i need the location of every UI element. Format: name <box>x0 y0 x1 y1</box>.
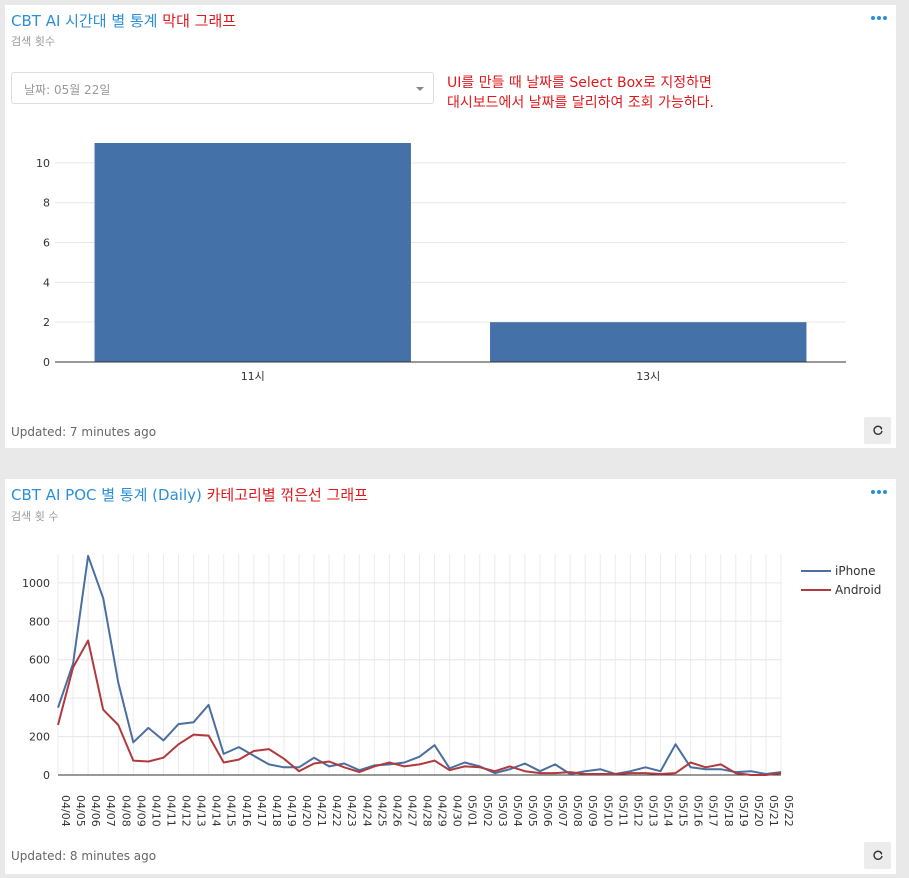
x-tick-label: 04/22 <box>330 795 343 827</box>
panel-subtitle: 검색 횟 수 <box>11 510 59 523</box>
series-line-iphone <box>57 554 782 775</box>
x-tick-label: 04/11 <box>164 795 177 827</box>
x-tick-label: 04/08 <box>119 795 132 827</box>
x-tick-label: 11시 <box>241 370 265 383</box>
more-options-icon[interactable] <box>871 490 887 494</box>
refresh-button[interactable] <box>864 417 891 444</box>
chevron-down-icon <box>416 87 424 91</box>
x-tick-label: 04/09 <box>134 795 147 827</box>
y-tick-label: 200 <box>29 731 50 744</box>
x-tick-label: 04/18 <box>270 795 283 827</box>
x-tick-label: 05/22 <box>782 795 795 827</box>
y-tick-label: 1000 <box>22 577 50 590</box>
x-tick-label: 04/20 <box>300 795 313 827</box>
x-tick-label: 05/20 <box>752 795 765 827</box>
updated-text: Updated: 7 minutes ago <box>11 425 157 439</box>
refresh-button[interactable] <box>864 842 891 869</box>
y-tick-label: 8 <box>43 197 50 210</box>
x-tick-label: 05/13 <box>646 795 659 827</box>
x-tick-label: 04/27 <box>405 795 418 827</box>
x-tick-label: 05/18 <box>722 795 735 827</box>
x-tick-label: 04/25 <box>375 795 388 827</box>
x-tick-label: 05/09 <box>586 795 599 827</box>
more-options-icon[interactable] <box>871 16 887 20</box>
panel-subtitle: 검색 횟수 <box>11 35 55 48</box>
x-tick-label: 05/08 <box>571 795 584 827</box>
x-tick-label: 04/05 <box>74 795 87 827</box>
x-tick-label: 04/23 <box>345 795 358 827</box>
daily-stats-panel: CBT AI POC 별 통계 (Daily) 카테고리별 꺾은선 그래프 검색… <box>5 479 896 874</box>
y-tick-label: 600 <box>29 654 50 667</box>
x-tick-label: 05/19 <box>737 795 750 827</box>
y-tick-label: 400 <box>29 692 50 705</box>
x-tick-label: 05/06 <box>541 795 554 827</box>
y-tick-label: 0 <box>43 356 50 369</box>
x-tick-label: 05/16 <box>692 795 705 827</box>
annotation-note: UI를 만들 때 날짜를 Select Box로 지정하면 대시보드에서 날짜를… <box>447 73 714 113</box>
refresh-icon <box>872 425 883 435</box>
x-tick-label: 04/16 <box>240 795 253 827</box>
y-tick-label: 2 <box>43 316 50 329</box>
panel-title-note: 카테고리별 꺾은선 그래프 <box>206 486 368 504</box>
x-tick-label: 04/10 <box>149 795 162 827</box>
x-tick-label: 05/01 <box>466 795 479 827</box>
x-tick-label: 05/03 <box>496 795 509 827</box>
x-tick-label: 05/12 <box>631 795 644 827</box>
y-tick-label: 4 <box>43 276 50 289</box>
x-tick-label: 04/14 <box>210 795 223 827</box>
bar <box>490 322 807 362</box>
x-tick-label: 05/17 <box>707 795 720 827</box>
x-tick-label: 05/15 <box>677 795 690 827</box>
x-tick-label: 05/05 <box>526 795 539 827</box>
date-select[interactable]: 날짜: 05월 22일 <box>11 72 434 104</box>
x-tick-label: 05/11 <box>616 795 629 827</box>
x-tick-label: 05/07 <box>556 795 569 827</box>
x-tick-label: 04/28 <box>421 795 434 827</box>
panel-title-note: 막대 그래프 <box>162 12 237 30</box>
x-tick-label: 04/30 <box>451 795 464 827</box>
x-tick-label: 04/06 <box>89 795 102 827</box>
x-tick-label: 13시 <box>636 370 660 383</box>
x-tick-label: 04/17 <box>255 795 268 827</box>
x-tick-label: 04/19 <box>285 795 298 827</box>
y-tick-label: 10 <box>36 157 50 170</box>
hourly-stats-panel: CBT AI 시간대 별 통계 막대 그래프 검색 횟수 날짜: 05월 22일… <box>5 5 896 448</box>
panel-title: CBT AI 시간대 별 통계 막대 그래프 <box>11 10 236 31</box>
x-tick-label: 04/13 <box>195 795 208 827</box>
panel-title-text: CBT AI POC 별 통계 (Daily) <box>11 486 202 504</box>
x-tick-label: 04/07 <box>104 795 117 827</box>
legend-label: iPhone <box>835 564 876 578</box>
x-tick-label: 05/14 <box>662 795 675 827</box>
y-tick-label: 0 <box>43 769 50 782</box>
x-tick-label: 04/24 <box>360 795 373 827</box>
x-tick-label: 04/26 <box>390 795 403 827</box>
x-tick-label: 04/15 <box>225 795 238 827</box>
updated-text: Updated: 8 minutes ago <box>11 849 157 863</box>
x-tick-label: 04/04 <box>59 795 72 827</box>
panel-title: CBT AI POC 별 통계 (Daily) 카테고리별 꺾은선 그래프 <box>11 484 368 505</box>
bar-chart: 0 2 4 6 8 10 11시 13시 <box>36 143 846 383</box>
x-tick-label: 05/02 <box>481 795 494 827</box>
series-line-android <box>57 639 782 776</box>
annotation-line-2: 대시보드에서 날짜를 달리하여 조회 가능하다. <box>447 95 714 111</box>
date-select-value: 날짜: 05월 22일 <box>24 83 111 97</box>
x-tick-label: 04/12 <box>180 795 193 827</box>
panel-title-text: CBT AI 시간대 별 통계 <box>11 12 158 30</box>
x-tick-label: 05/04 <box>511 795 524 827</box>
refresh-icon <box>872 850 883 860</box>
x-tick-label: 04/29 <box>436 795 449 827</box>
x-tick-label: 04/21 <box>315 795 328 827</box>
bar <box>94 143 411 362</box>
annotation-line-1: UI를 만들 때 날짜를 Select Box로 지정하면 <box>447 75 712 91</box>
legend-label: Android <box>835 583 881 597</box>
x-tick-label: 05/10 <box>601 795 614 827</box>
y-tick-label: 6 <box>43 237 50 250</box>
x-tick-label: 05/21 <box>767 795 780 827</box>
y-tick-label: 800 <box>29 615 50 628</box>
